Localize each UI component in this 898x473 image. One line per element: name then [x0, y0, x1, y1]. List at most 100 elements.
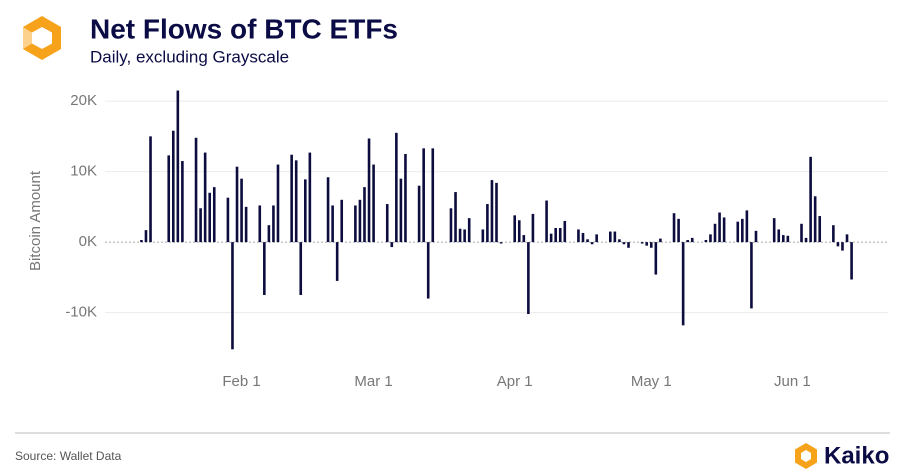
bar	[454, 192, 457, 243]
bar	[850, 242, 853, 280]
bar	[226, 197, 230, 243]
bar	[276, 164, 280, 243]
bar	[244, 206, 248, 243]
x-tick-label: Apr 1	[497, 373, 533, 390]
x-tick-label: Feb 1	[222, 373, 260, 390]
bar	[681, 242, 685, 326]
y-tick-label: 10K	[70, 163, 97, 180]
bar	[449, 208, 453, 243]
bar	[395, 132, 398, 243]
bar	[809, 156, 812, 243]
bar	[531, 213, 535, 243]
bar	[718, 212, 721, 243]
bar	[304, 179, 307, 243]
bar	[203, 152, 207, 243]
bar	[549, 233, 553, 243]
bar	[777, 229, 781, 243]
bar	[290, 154, 293, 243]
chart-title: Net Flows of BTC ETFs	[90, 13, 398, 44]
bar	[258, 205, 262, 243]
bar	[590, 242, 594, 245]
bar	[654, 242, 658, 275]
bar	[326, 177, 330, 243]
chart-subtitle: Daily, excluding Grayscale	[90, 47, 289, 66]
bar	[354, 205, 357, 243]
bar	[622, 242, 626, 245]
bar	[741, 218, 744, 243]
bar	[586, 239, 589, 243]
y-tick-label: 20K	[70, 92, 97, 109]
bar	[781, 235, 785, 243]
bar	[194, 137, 198, 243]
bar	[171, 130, 175, 243]
bar	[818, 216, 822, 243]
bar	[367, 138, 371, 243]
bar	[199, 208, 202, 243]
bar	[340, 199, 344, 243]
y-tick-label: 0K	[79, 233, 97, 250]
bar	[577, 229, 580, 243]
bar	[832, 225, 835, 243]
bar	[686, 240, 689, 243]
bar	[554, 228, 557, 243]
bar	[426, 242, 430, 299]
logo	[23, 16, 61, 60]
bar	[722, 217, 726, 243]
bar	[458, 228, 462, 243]
bar	[372, 164, 375, 243]
bar	[358, 199, 362, 243]
brand: Kaiko	[824, 442, 889, 469]
bar	[167, 155, 171, 243]
bar	[299, 242, 303, 296]
bar	[463, 229, 466, 243]
bar	[558, 228, 562, 243]
bar	[308, 152, 312, 243]
bar	[231, 242, 234, 350]
bar	[176, 90, 180, 243]
bar	[208, 192, 212, 243]
bar	[786, 235, 790, 243]
source: Source: Wallet Data	[15, 449, 122, 463]
bar	[486, 204, 489, 243]
bar	[181, 161, 184, 243]
bar	[613, 231, 617, 243]
bar	[390, 242, 394, 248]
bar	[804, 237, 808, 243]
bar	[649, 242, 653, 248]
y-tick-label: -10K	[65, 304, 97, 321]
bar	[659, 238, 662, 243]
bar	[672, 213, 676, 243]
bar	[490, 180, 494, 243]
bar	[331, 205, 334, 243]
bar	[845, 234, 849, 243]
bar	[618, 239, 621, 243]
bar	[431, 148, 435, 243]
bar	[481, 229, 485, 243]
bar	[563, 220, 567, 243]
bar	[545, 200, 548, 243]
bar	[363, 187, 366, 243]
bar	[677, 218, 680, 243]
bar	[417, 185, 421, 243]
bar	[263, 242, 266, 296]
x-tick-label: Mar 1	[354, 373, 392, 390]
bar	[422, 148, 425, 243]
bar	[640, 242, 644, 244]
bar	[772, 218, 776, 243]
bar	[267, 225, 271, 243]
bar	[212, 187, 216, 243]
bar	[495, 182, 498, 243]
bar	[144, 230, 148, 243]
bar	[713, 223, 717, 243]
bar	[499, 242, 503, 244]
bar	[627, 242, 630, 248]
bar	[581, 232, 585, 243]
bar	[813, 196, 817, 243]
bar	[467, 218, 471, 243]
bar	[522, 235, 526, 243]
bar	[709, 234, 712, 243]
bar	[235, 166, 239, 243]
bar	[750, 242, 753, 309]
bar	[527, 242, 530, 315]
